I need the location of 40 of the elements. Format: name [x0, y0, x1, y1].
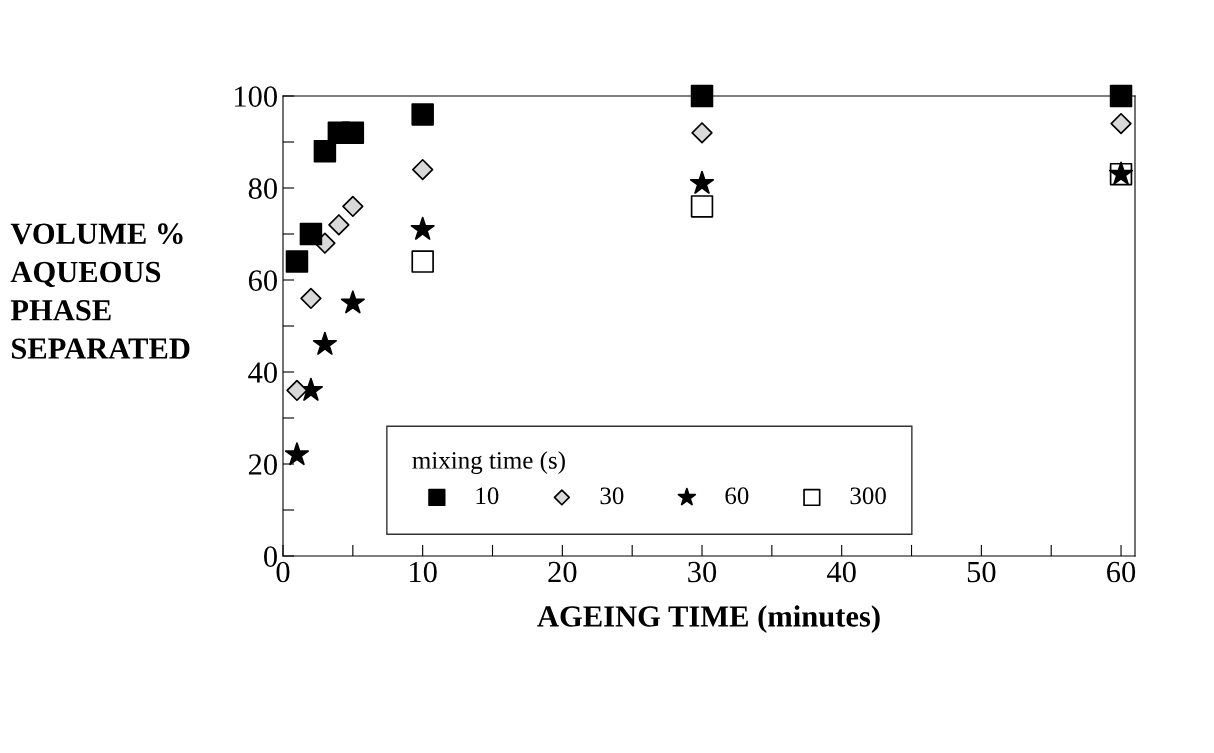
point: [1110, 112, 1132, 135]
point: [286, 379, 308, 402]
legend-title: mixing time (s): [412, 451, 565, 474]
point: [284, 442, 310, 466]
point: [342, 195, 364, 218]
y-axis-title: VOLUME % AQUEOUS PHASE SEPARATED: [10, 223, 190, 359]
point: [690, 84, 714, 108]
point: [328, 214, 350, 236]
point: [691, 122, 713, 144]
legend-label: 30: [600, 487, 624, 505]
point: [312, 331, 337, 355]
point: [411, 103, 434, 126]
point: [410, 216, 435, 240]
point: [341, 121, 365, 145]
point: [690, 195, 714, 218]
legend-label: 60: [725, 487, 749, 505]
y-tick-label: 40: [248, 362, 277, 383]
y-tick-label: 60: [248, 270, 277, 291]
x-tick-label: 10: [410, 561, 437, 583]
y-tick-label: 20: [248, 454, 277, 475]
x-tick-label: 60: [1107, 561, 1136, 583]
point: [340, 290, 365, 314]
x-tick-label: 20: [548, 561, 577, 583]
point: [299, 222, 323, 246]
y-tick-label: 100: [234, 86, 277, 107]
point: [412, 158, 434, 181]
point: [1109, 84, 1133, 108]
legend-label: 300: [850, 487, 886, 505]
x-tick-label: 40: [827, 561, 856, 583]
point: [300, 287, 322, 310]
point: [313, 139, 337, 163]
point: [411, 250, 434, 273]
x-axis-title: AGEING TIME (minutes): [537, 605, 880, 633]
point: [285, 250, 309, 273]
x-tick-label: 50: [967, 561, 996, 583]
y-tick-label: 0: [264, 546, 277, 567]
x-tick-label: 30: [688, 561, 717, 583]
point: [689, 170, 715, 194]
legend-label: 10: [476, 487, 499, 505]
y-tick-label: 80: [248, 178, 277, 199]
